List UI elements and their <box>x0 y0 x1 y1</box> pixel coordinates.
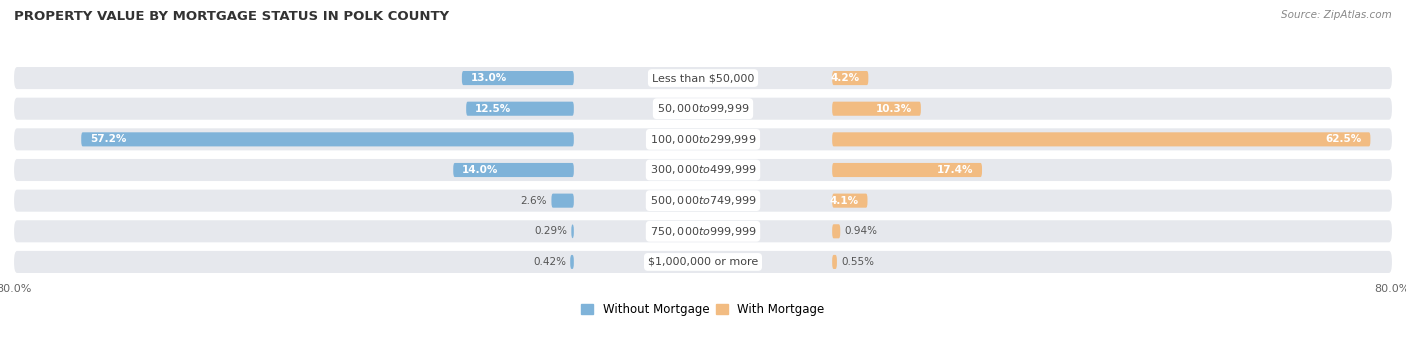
FancyBboxPatch shape <box>551 193 574 208</box>
FancyBboxPatch shape <box>832 193 868 208</box>
FancyBboxPatch shape <box>14 98 1392 120</box>
Text: PROPERTY VALUE BY MORTGAGE STATUS IN POLK COUNTY: PROPERTY VALUE BY MORTGAGE STATUS IN POL… <box>14 10 449 23</box>
Text: 10.3%: 10.3% <box>876 104 912 114</box>
Text: $300,000 to $499,999: $300,000 to $499,999 <box>650 164 756 176</box>
FancyBboxPatch shape <box>832 71 869 85</box>
Text: $100,000 to $299,999: $100,000 to $299,999 <box>650 133 756 146</box>
FancyBboxPatch shape <box>832 224 841 238</box>
Text: $1,000,000 or more: $1,000,000 or more <box>648 257 758 267</box>
Text: 62.5%: 62.5% <box>1326 134 1362 144</box>
FancyBboxPatch shape <box>14 159 1392 181</box>
FancyBboxPatch shape <box>571 224 574 238</box>
Text: $750,000 to $999,999: $750,000 to $999,999 <box>650 225 756 238</box>
FancyBboxPatch shape <box>14 67 1392 89</box>
Text: Less than $50,000: Less than $50,000 <box>652 73 754 83</box>
Text: 0.94%: 0.94% <box>845 226 877 236</box>
Text: 13.0%: 13.0% <box>471 73 506 83</box>
FancyBboxPatch shape <box>832 163 981 177</box>
Text: 0.55%: 0.55% <box>841 257 875 267</box>
FancyBboxPatch shape <box>82 132 574 147</box>
Text: 57.2%: 57.2% <box>90 134 127 144</box>
Text: 4.2%: 4.2% <box>831 73 859 83</box>
FancyBboxPatch shape <box>453 163 574 177</box>
FancyBboxPatch shape <box>467 102 574 116</box>
Text: 0.29%: 0.29% <box>534 226 567 236</box>
FancyBboxPatch shape <box>832 102 921 116</box>
FancyBboxPatch shape <box>14 220 1392 242</box>
Text: 2.6%: 2.6% <box>520 195 547 206</box>
FancyBboxPatch shape <box>14 251 1392 273</box>
Text: 14.0%: 14.0% <box>461 165 498 175</box>
Text: Source: ZipAtlas.com: Source: ZipAtlas.com <box>1281 10 1392 20</box>
FancyBboxPatch shape <box>14 128 1392 150</box>
Text: 4.1%: 4.1% <box>830 195 859 206</box>
Text: 0.42%: 0.42% <box>533 257 565 267</box>
Text: $500,000 to $749,999: $500,000 to $749,999 <box>650 194 756 207</box>
FancyBboxPatch shape <box>461 71 574 85</box>
Text: $50,000 to $99,999: $50,000 to $99,999 <box>657 102 749 115</box>
Legend: Without Mortgage, With Mortgage: Without Mortgage, With Mortgage <box>576 298 830 321</box>
Text: 12.5%: 12.5% <box>475 104 510 114</box>
FancyBboxPatch shape <box>14 190 1392 212</box>
FancyBboxPatch shape <box>571 255 574 269</box>
FancyBboxPatch shape <box>832 132 1371 147</box>
Text: 17.4%: 17.4% <box>936 165 973 175</box>
FancyBboxPatch shape <box>832 255 837 269</box>
